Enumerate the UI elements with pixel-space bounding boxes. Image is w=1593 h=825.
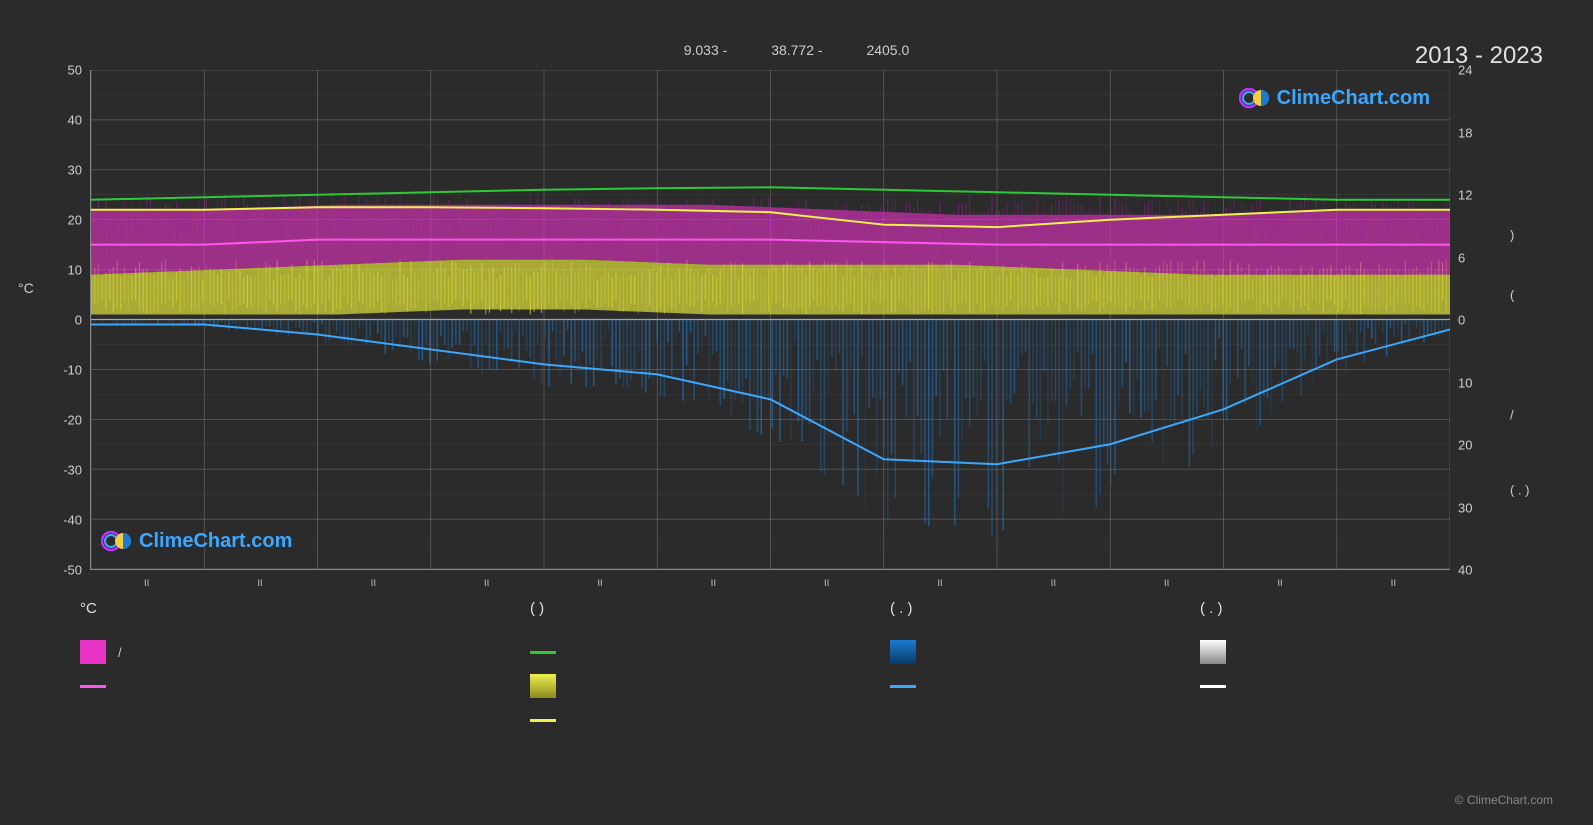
legend-swatch (1200, 685, 1226, 688)
legend-swatch (80, 640, 106, 664)
legend-swatch (530, 674, 556, 698)
legend-swatch (530, 719, 556, 722)
legend-item (530, 640, 880, 664)
y-axis-left-label: °C (18, 280, 34, 296)
legend-item (1200, 640, 1550, 664)
climate-chart: ClimeChart.com ClimeChart.com (90, 70, 1450, 570)
legend-item (1200, 674, 1550, 698)
legend-swatch (1200, 640, 1226, 664)
legend-swatch (890, 640, 916, 664)
year-range: 2013 - 2023 (1415, 42, 1543, 70)
logo-top: ClimeChart.com (1239, 82, 1430, 114)
logo-text: ClimeChart.com (139, 530, 292, 553)
plot-area: ClimeChart.com ClimeChart.com (90, 70, 1450, 570)
header-coords: 9.033 - 38.772 - 2405.0 (0, 42, 1593, 58)
logo-icon (1239, 82, 1271, 114)
legend-item (80, 674, 430, 698)
legend-swatch (890, 685, 916, 688)
legend-item: / (80, 640, 430, 664)
lon-label: 38.772 - (771, 42, 822, 58)
legend-col-snow: ( . ) (1200, 600, 1550, 708)
legend-header: ( . ) (890, 600, 1240, 622)
y-axis-right-extra-labels: ) ( / ( . ) (1510, 70, 1550, 570)
y-axis-left: 50403020100-10-20-30-40-50 (40, 70, 90, 570)
copyright: © ClimeChart.com (1455, 793, 1553, 807)
legend-col-temp: °C / (80, 600, 430, 708)
legend-swatch (530, 651, 556, 654)
x-axis-ticks: ιιιιιιιιιιιιιιιιιιιιιιιι (90, 575, 1450, 595)
legend-col-sun: ( ) (530, 600, 880, 742)
legend-item (530, 708, 880, 732)
logo-text: ClimeChart.com (1277, 87, 1430, 110)
elev-label: 2405.0 (866, 42, 909, 58)
legend-item (530, 674, 880, 698)
y-axis-right: 2418126010203040 (1450, 70, 1510, 570)
lat-label: 9.033 - (684, 42, 728, 58)
legend-header: °C (80, 600, 430, 622)
logo-bottom: ClimeChart.com (101, 525, 292, 557)
legend-swatch (80, 685, 106, 688)
legend: °C / ( ) ( . ) ( . ) (70, 600, 1520, 760)
legend-header: ( . ) (1200, 600, 1550, 622)
logo-icon (101, 525, 133, 557)
legend-header: ( ) (530, 600, 880, 622)
legend-col-precip: ( . ) (890, 600, 1240, 708)
legend-label: / (118, 645, 122, 660)
legend-item (890, 674, 1240, 698)
legend-item (890, 640, 1240, 664)
